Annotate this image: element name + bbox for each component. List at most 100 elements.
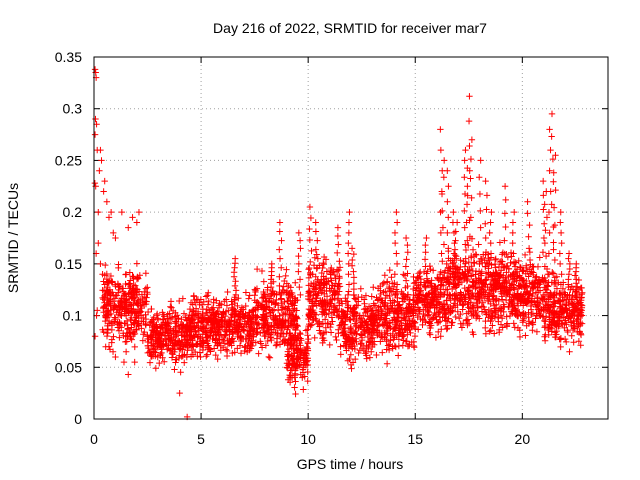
data-point	[234, 345, 241, 352]
data-point	[286, 329, 294, 337]
data-point	[356, 312, 364, 319]
data-point	[294, 362, 302, 370]
data-point	[258, 267, 266, 275]
data-point	[189, 301, 196, 308]
data-point	[148, 305, 155, 313]
data-point	[363, 352, 370, 359]
data-point	[208, 327, 215, 334]
data-point	[257, 338, 264, 345]
data-point	[160, 358, 168, 365]
data-point	[482, 324, 489, 332]
data-point	[345, 288, 352, 295]
data-point	[131, 319, 138, 326]
data-point	[306, 236, 314, 244]
data-point	[541, 201, 548, 208]
data-point	[279, 320, 287, 328]
data-point	[461, 207, 468, 215]
data-point	[243, 327, 251, 335]
data-point	[217, 301, 225, 308]
data-point	[171, 366, 178, 373]
data-point	[355, 349, 362, 357]
data-point	[550, 178, 557, 185]
data-point	[400, 271, 407, 278]
data-point	[468, 252, 475, 260]
data-point	[189, 323, 196, 331]
data-point	[278, 237, 285, 244]
data-point	[129, 273, 136, 280]
data-point	[295, 268, 302, 275]
data-point	[352, 296, 360, 303]
y-tick-label: 0.35	[55, 49, 82, 65]
data-point	[302, 327, 310, 334]
data-point	[241, 315, 249, 322]
data-point	[466, 93, 473, 100]
data-point	[156, 335, 163, 343]
data-point	[305, 266, 312, 273]
data-point	[202, 293, 210, 300]
data-point	[106, 288, 113, 296]
data-point	[536, 254, 543, 261]
data-point	[228, 317, 235, 324]
data-point	[313, 265, 320, 272]
data-point	[337, 351, 344, 358]
y-tick-label: 0.05	[55, 359, 82, 375]
data-point	[328, 285, 335, 292]
data-point	[526, 221, 533, 229]
data-point	[192, 305, 200, 312]
data-point	[434, 319, 441, 326]
data-point	[111, 302, 118, 309]
data-point	[239, 326, 247, 333]
data-point	[540, 234, 548, 242]
data-point	[115, 306, 123, 313]
data-point	[323, 293, 331, 300]
data-point	[272, 319, 279, 327]
data-point	[123, 338, 130, 345]
data-point	[130, 273, 137, 281]
data-point	[252, 319, 260, 326]
data-point	[362, 292, 370, 299]
data-point	[326, 341, 333, 349]
data-point	[282, 272, 289, 280]
data-point	[136, 272, 144, 279]
data-point	[283, 280, 291, 287]
x-tick-label: 0	[90, 431, 98, 447]
data-point	[320, 259, 327, 267]
data-point	[242, 289, 250, 296]
data-point	[232, 278, 239, 285]
data-point	[344, 308, 351, 315]
data-point	[154, 343, 161, 350]
data-point	[232, 287, 240, 294]
data-point	[104, 279, 111, 286]
data-point	[336, 258, 343, 265]
data-point	[101, 272, 108, 279]
data-point	[271, 324, 278, 331]
data-point	[239, 311, 246, 318]
data-point	[160, 313, 168, 320]
data-point	[234, 315, 242, 323]
data-point	[178, 316, 185, 323]
data-point	[170, 327, 177, 334]
data-point	[341, 324, 349, 332]
data-point	[345, 239, 352, 247]
data-point	[326, 298, 333, 306]
data-point	[303, 343, 310, 351]
data-point	[126, 289, 134, 297]
data-point	[124, 308, 132, 315]
data-point	[111, 314, 118, 321]
data-point	[243, 348, 251, 356]
data-point	[276, 312, 283, 319]
data-point	[502, 196, 509, 204]
data-point	[540, 220, 548, 227]
data-point	[168, 354, 176, 361]
data-point	[205, 297, 212, 305]
data-point	[332, 333, 339, 341]
data-point	[144, 308, 152, 316]
data-point	[191, 319, 198, 327]
data-point	[103, 307, 111, 315]
data-point	[277, 330, 285, 337]
data-point	[501, 183, 509, 190]
data-point	[279, 338, 286, 345]
data-point	[305, 311, 313, 319]
data-point	[261, 313, 269, 321]
data-point	[419, 321, 426, 329]
